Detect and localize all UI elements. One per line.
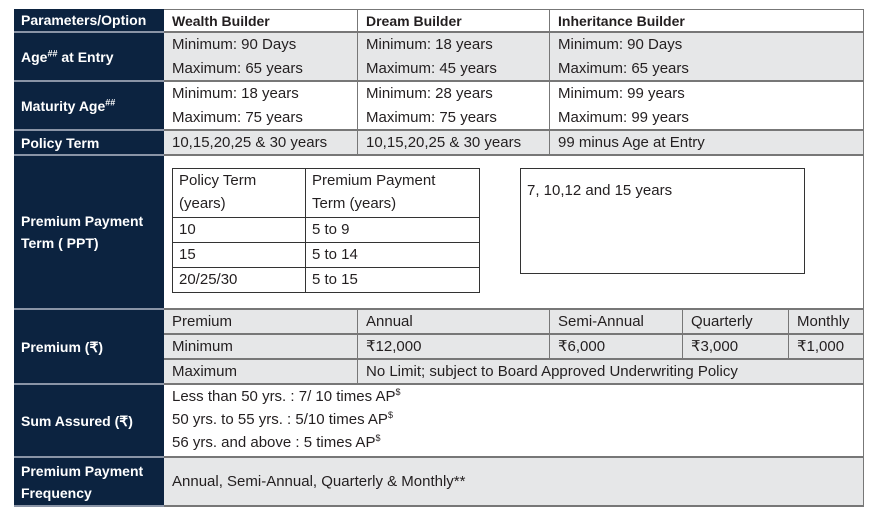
age-entry-inheritance: Minimum: 90 Days Maximum: 65 years (550, 33, 864, 82)
premium-minimum: ₹3,000 (683, 335, 789, 360)
premium-minimum: ₹6,000 (550, 335, 683, 360)
frequency-value: Annual, Semi-Annual, Quarterly & Monthly… (164, 458, 864, 507)
row-label-age-entry: Age## at Entry (14, 33, 164, 82)
sum-assured-cell: Less than 50 yrs. : 7/ 10 times AP$ 50 y… (164, 385, 864, 458)
maturity-age-wealth: Minimum: 18 years Maximum: 75 years (164, 82, 358, 131)
premium-minimum: ₹12,000 (358, 335, 550, 360)
maturity-age-dream: Minimum: 28 years Maximum: 75 years (358, 82, 550, 131)
header-label: Parameters/Option (21, 12, 147, 28)
premium-minimum: ₹1,000 (789, 335, 864, 360)
row-label-frequency: Premium Payment Frequency (14, 458, 164, 507)
ppt-row-ppt: 5 to 14 (305, 242, 480, 268)
ppt-inheritance-box: 7, 10,12 and 15 years (520, 168, 805, 274)
row-label-maturity-age: Maturity Age## (14, 82, 164, 131)
maturity-age-inheritance: Minimum: 99 years Maximum: 99 years (550, 82, 864, 131)
premium-header: Quarterly (683, 310, 789, 335)
policy-term-wealth: 10,15,20,25 & 30 years (164, 131, 358, 156)
row-label-policy-term: Policy Term (14, 131, 164, 156)
row-label-ppt: Premium Payment Term ( PPT) (14, 156, 164, 310)
ppt-header-policy-term: Policy Term (years) (172, 168, 306, 218)
header-dream-builder: Dream Builder (358, 9, 550, 33)
premium-maximum: No Limit; subject to Board Approved Unde… (358, 360, 864, 385)
header-wealth-builder: Wealth Builder (164, 9, 358, 33)
policy-term-inheritance: 99 minus Age at Entry (550, 131, 864, 156)
header-parameters: Parameters/Option (14, 9, 164, 33)
ppt-cell (164, 156, 864, 310)
premium-minimum: Minimum (164, 335, 358, 360)
ppt-row-term: 20/25/30 (172, 267, 306, 293)
row-label-sum-assured: Sum Assured (₹) (14, 385, 164, 458)
ppt-row-term: 10 (172, 217, 306, 243)
policy-term-dream: 10,15,20,25 & 30 years (358, 131, 550, 156)
ppt-row-ppt: 5 to 9 (305, 217, 480, 243)
premium-maximum: Maximum (164, 360, 358, 385)
header-inheritance-builder: Inheritance Builder (550, 9, 864, 33)
ppt-row-ppt: 5 to 15 (305, 267, 480, 293)
premium-header: Annual (358, 310, 550, 335)
ppt-row-term: 15 (172, 242, 306, 268)
age-entry-wealth: Minimum: 90 Days Maximum: 65 years (164, 33, 358, 82)
premium-header: Semi-Annual (550, 310, 683, 335)
premium-header: Premium (164, 310, 358, 335)
ppt-header-payment-term: Premium Payment Term (years) (305, 168, 480, 218)
premium-header: Monthly (789, 310, 864, 335)
row-label-premium: Premium (₹) (14, 310, 164, 385)
age-entry-dream: Minimum: 18 years Maximum: 45 years (358, 33, 550, 82)
